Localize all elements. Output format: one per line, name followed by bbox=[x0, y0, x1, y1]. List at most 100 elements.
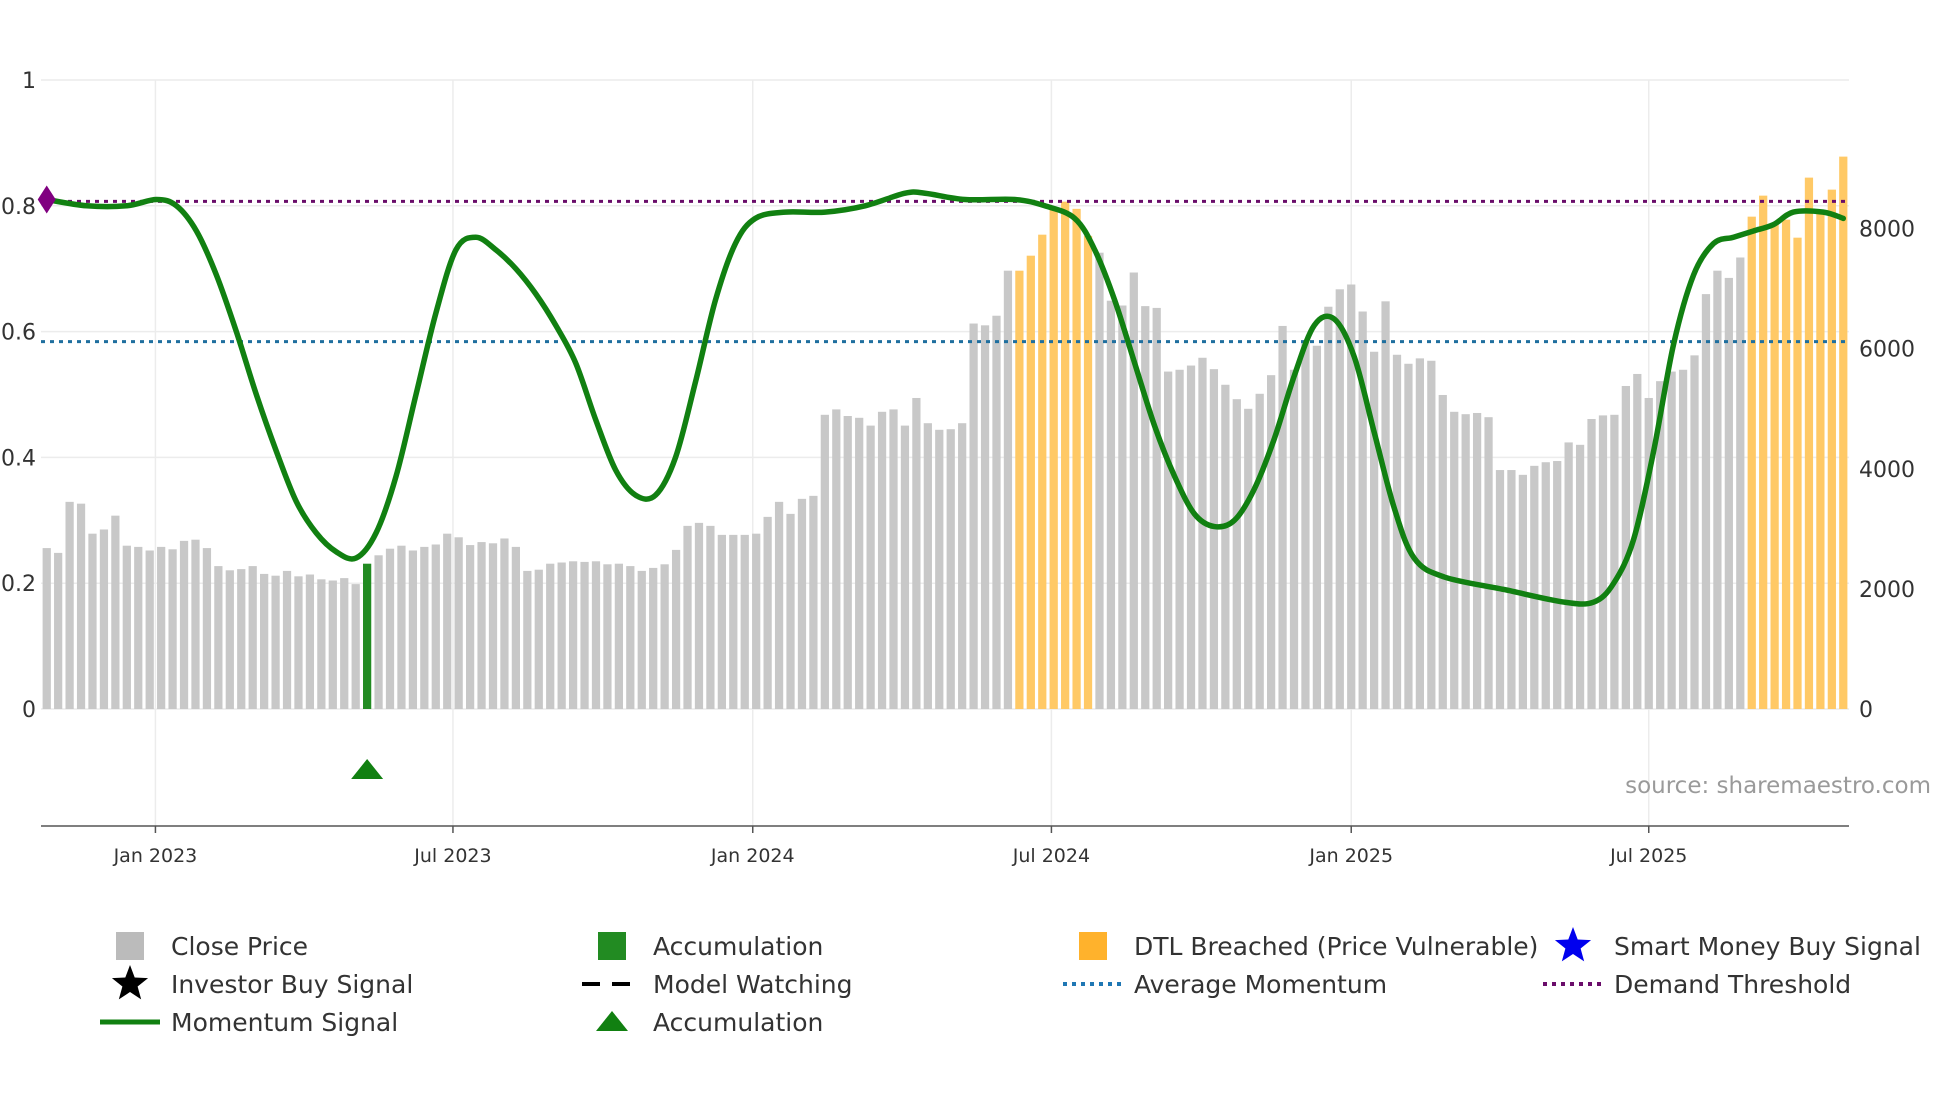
close-price-bar bbox=[1095, 252, 1104, 710]
close-price-bar bbox=[328, 580, 337, 709]
accumulation-triangle-marker bbox=[351, 759, 384, 779]
right-axis: 0 2000 4000 6000 8000 bbox=[1859, 218, 1915, 723]
close-price-bar bbox=[76, 503, 86, 709]
close-price-bar bbox=[1335, 289, 1344, 709]
close-price-bar bbox=[1427, 360, 1436, 709]
close-price-bar bbox=[946, 429, 955, 709]
source-label: source: sharemaestro.com bbox=[1625, 773, 1931, 799]
close-price-bar bbox=[1221, 384, 1230, 709]
close-price-bar bbox=[740, 534, 749, 709]
right-axis-tick-label: 4000 bbox=[1859, 458, 1915, 483]
close-price-bar bbox=[1381, 301, 1390, 709]
close-price-bar bbox=[111, 515, 120, 709]
dtl-breached-bar bbox=[1816, 213, 1825, 709]
close-price-bar bbox=[282, 570, 292, 709]
close-price-bar bbox=[1118, 305, 1127, 709]
x-axis-tick-label: Jul 2024 bbox=[1012, 845, 1090, 867]
close-price-bar bbox=[260, 573, 269, 709]
legend-square-icon bbox=[1079, 932, 1107, 960]
left-axis-tick-label: 0 bbox=[22, 698, 36, 723]
close-price-bar bbox=[99, 529, 109, 709]
close-price-bar bbox=[408, 550, 418, 709]
close-price-bar bbox=[706, 525, 715, 709]
close-price-bar bbox=[1232, 399, 1241, 709]
close-price-bar bbox=[374, 555, 383, 709]
close-price-bar bbox=[820, 414, 829, 709]
legend-star-icon bbox=[1554, 927, 1592, 962]
close-price-bar bbox=[809, 495, 818, 709]
close-price-bar bbox=[855, 417, 864, 709]
close-price-bar bbox=[1656, 381, 1665, 709]
left-axis-tick-label: 0.6 bbox=[1, 321, 36, 346]
legend-label: Smart Money Buy Signal bbox=[1614, 932, 1921, 961]
close-price-bar bbox=[1667, 371, 1676, 709]
close-price-bar bbox=[1541, 462, 1550, 709]
close-price-bar bbox=[1347, 284, 1356, 709]
dtl-breached-bar bbox=[1770, 222, 1779, 709]
legend-item: Accumulation bbox=[598, 932, 823, 961]
close-price-bar bbox=[1736, 257, 1745, 709]
close-price-bar bbox=[420, 546, 429, 709]
close-price-bar bbox=[1324, 306, 1333, 709]
close-price-bar bbox=[1438, 394, 1447, 709]
dtl-breached-bar bbox=[1049, 207, 1058, 709]
close-price-bar bbox=[1312, 345, 1322, 709]
close-price-bar bbox=[866, 425, 875, 709]
dtl-breached-bar bbox=[1804, 177, 1814, 709]
legend-label: Close Price bbox=[171, 932, 308, 961]
close-price-bar bbox=[992, 315, 1001, 709]
close-price-bar bbox=[797, 498, 807, 709]
close-price-bar bbox=[1209, 369, 1219, 709]
close-price-bar bbox=[431, 544, 440, 709]
close-price-bar bbox=[122, 545, 131, 709]
x-axis-tick-label: Jan 2023 bbox=[113, 845, 198, 867]
close-price-bar bbox=[1701, 294, 1711, 709]
close-price-bar bbox=[1530, 465, 1539, 709]
close-price-bar bbox=[385, 548, 395, 709]
close-price-bar bbox=[1461, 414, 1470, 709]
legend-item: Investor Buy Signal bbox=[111, 965, 413, 1000]
close-price-bar bbox=[969, 323, 978, 709]
close-price-bar bbox=[1358, 311, 1367, 709]
legend-item: Average Momentum bbox=[1063, 970, 1387, 999]
x-axis-tick-label: Jul 2023 bbox=[413, 845, 491, 867]
close-price-bar bbox=[1152, 307, 1161, 709]
close-price-bar bbox=[202, 548, 212, 709]
close-price-bar bbox=[1003, 270, 1013, 709]
close-price-bar bbox=[580, 561, 589, 709]
close-price-bar bbox=[832, 409, 841, 709]
close-price-bar bbox=[1621, 385, 1630, 709]
close-price-bar bbox=[637, 570, 646, 709]
x-axis-tick-label: Jan 2024 bbox=[710, 845, 795, 867]
close-price-bar bbox=[557, 562, 566, 709]
close-price-bar bbox=[752, 533, 761, 709]
legend-item: Close Price bbox=[116, 932, 308, 961]
reference-lines bbox=[41, 199, 1849, 344]
close-price-bar bbox=[1186, 365, 1196, 709]
close-price-bar bbox=[214, 566, 223, 709]
close-price-bar bbox=[1141, 306, 1150, 709]
close-price-bar bbox=[1610, 414, 1619, 709]
left-axis-tick-label: 0.2 bbox=[1, 572, 36, 597]
close-price-bar bbox=[340, 578, 349, 709]
signal-markers bbox=[351, 759, 384, 779]
dtl-breached-bar bbox=[1038, 234, 1047, 709]
legend-square-icon bbox=[598, 932, 626, 960]
close-price-bar bbox=[488, 543, 498, 709]
legend-item: Accumulation bbox=[596, 1008, 823, 1037]
legend-label: Average Momentum bbox=[1134, 970, 1387, 999]
close-price-bar bbox=[443, 533, 452, 709]
dtl-breached-bar bbox=[1827, 189, 1836, 709]
close-price-bar bbox=[1472, 412, 1482, 709]
close-price-bar bbox=[225, 570, 234, 709]
close-price-bar bbox=[1301, 342, 1310, 709]
close-price-bar bbox=[1633, 373, 1642, 709]
close-price-bar bbox=[717, 534, 726, 709]
legend-label: Accumulation bbox=[653, 932, 823, 961]
close-price-bar bbox=[454, 537, 463, 709]
close-price-bar bbox=[237, 569, 246, 709]
close-price-bar bbox=[660, 564, 669, 709]
accumulation-bar bbox=[363, 563, 372, 709]
dtl-breached-bar bbox=[1781, 219, 1791, 709]
right-axis-tick-label: 0 bbox=[1859, 698, 1873, 723]
